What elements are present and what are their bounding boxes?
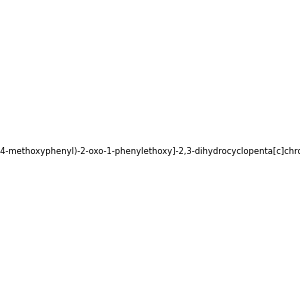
Text: 7-[2-(3-fluoro-4-methoxyphenyl)-2-oxo-1-phenylethoxy]-2,3-dihydrocyclopenta[c]ch: 7-[2-(3-fluoro-4-methoxyphenyl)-2-oxo-1-… [0, 147, 300, 156]
